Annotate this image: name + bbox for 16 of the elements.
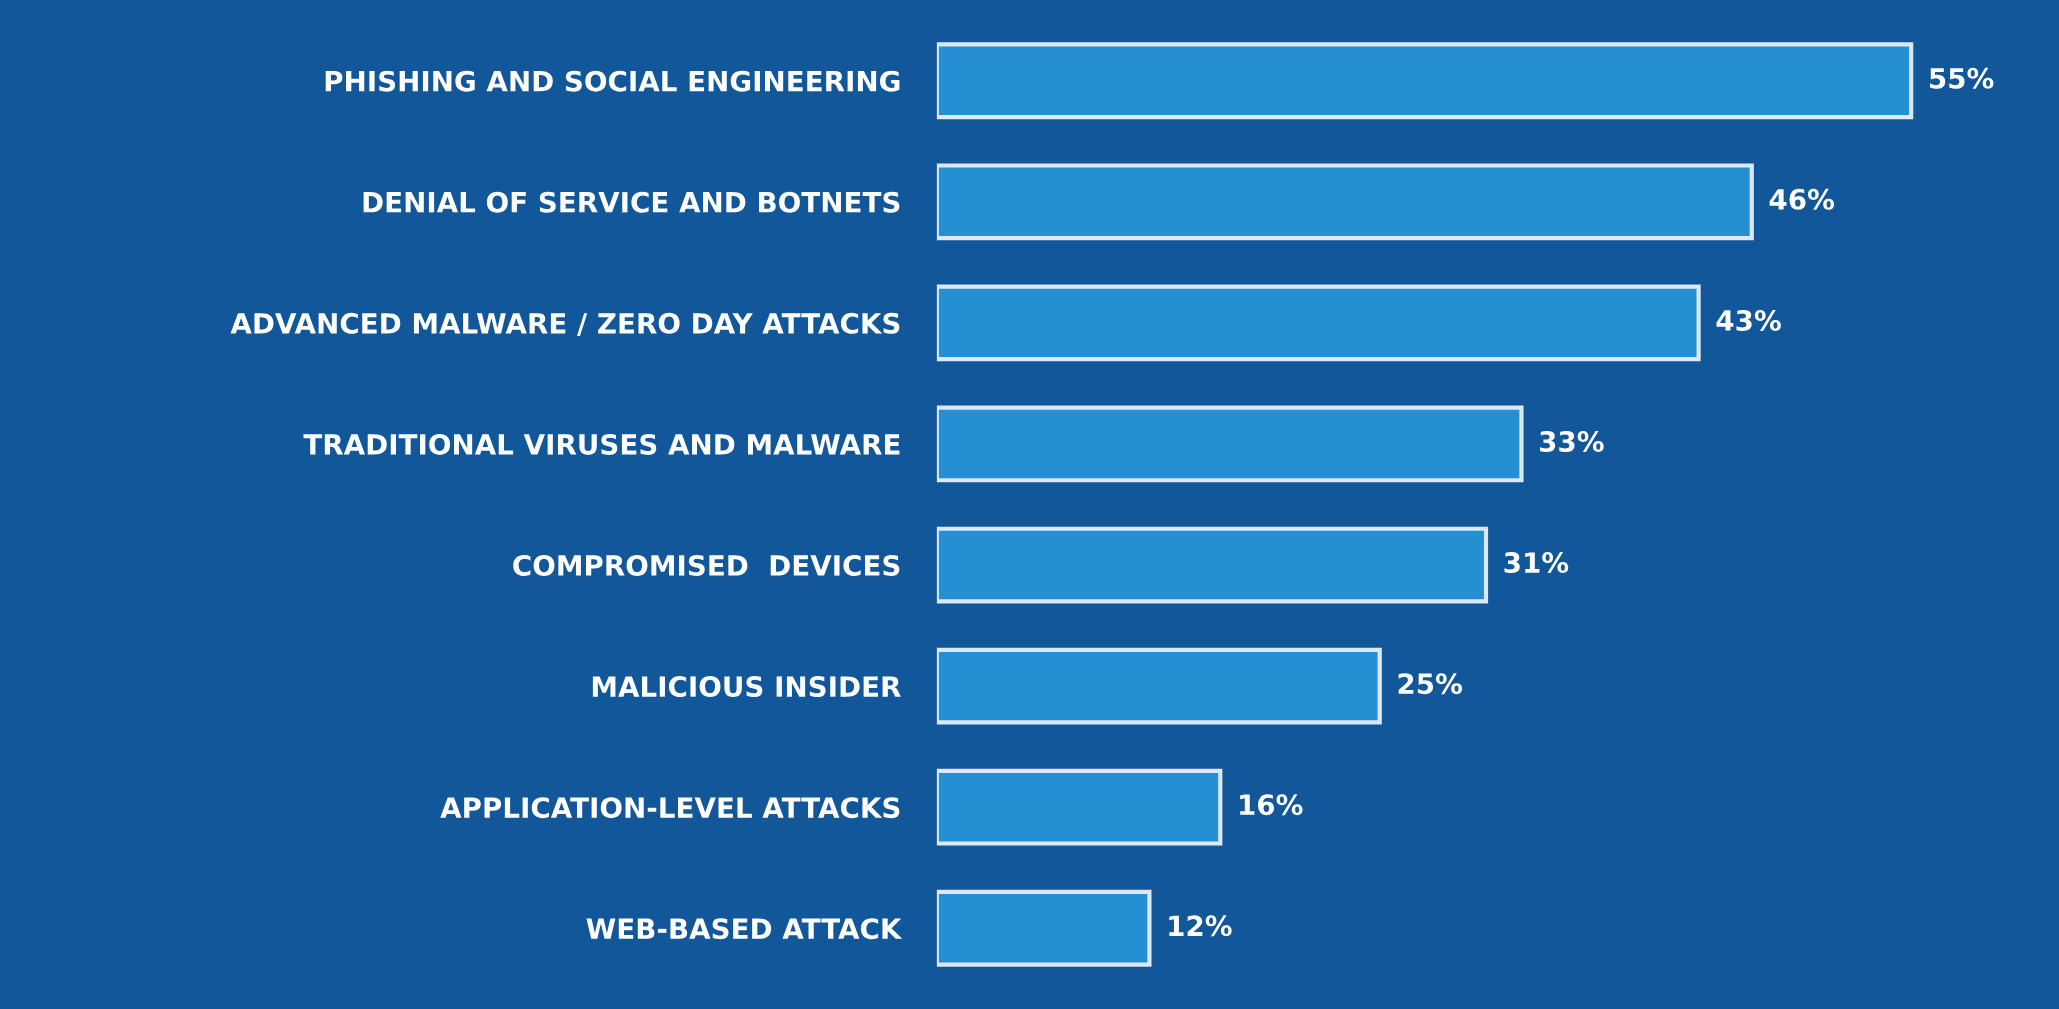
data-label: 43%: [1716, 309, 1781, 331]
y-tick-label: DENIAL OF SERVICE AND BOTNETS: [363, 191, 900, 213]
data-label: 12%: [1169, 915, 1232, 937]
y-tick-label: MALICIOUS INSIDER: [592, 676, 901, 698]
y-tick-label: PHISHING AND SOCIAL ENGINEERING: [325, 70, 900, 92]
y-tick-label: ADVANCED MALWARE / ZERO DAY ATTACKS: [230, 312, 900, 337]
data-label: 33%: [1539, 431, 1604, 453]
data-label: 25%: [1398, 673, 1462, 695]
y-tick-label: TRADITIONAL VIRUSES AND MALWARE: [303, 433, 900, 455]
data-label: 46%: [1769, 188, 1835, 210]
y-tick-label: WEB-BASED ATTACK: [586, 918, 903, 940]
data-label: 31%: [1504, 552, 1569, 574]
data-label: 55%: [1930, 67, 1994, 89]
y-tick-label: COMPROMISED DEVICES: [513, 554, 900, 576]
data-label: 16%: [1240, 794, 1303, 816]
y-tick-label: APPLICATION-LEVEL ATTACKS: [440, 797, 900, 819]
